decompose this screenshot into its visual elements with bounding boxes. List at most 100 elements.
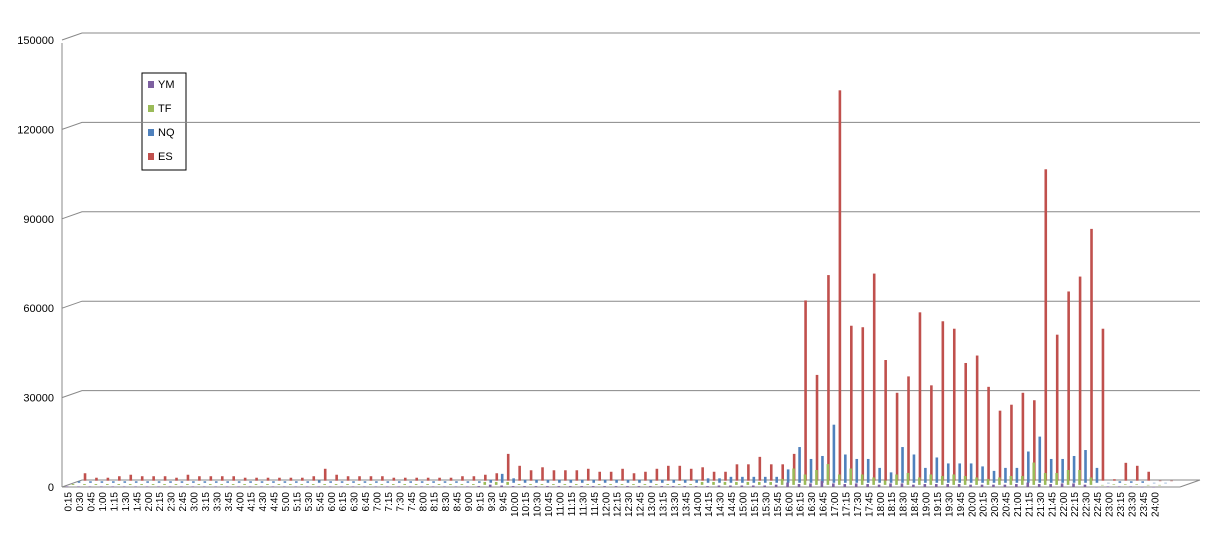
bar (992, 470, 996, 483)
x-tick-label: 18:00 (876, 492, 887, 517)
bar (157, 481, 161, 483)
bar (225, 486, 229, 487)
bar (312, 476, 316, 481)
bar (1072, 483, 1075, 487)
grid-line (61, 32, 1200, 41)
bar (832, 483, 835, 487)
bar (534, 486, 538, 487)
bar (677, 484, 681, 485)
bar (1113, 479, 1116, 481)
y-tick-label: 30000 (23, 393, 54, 405)
bar (420, 486, 423, 487)
bar (803, 474, 807, 485)
bar (804, 300, 807, 481)
x-tick-label: 16:00 (784, 492, 795, 517)
bar (609, 484, 612, 485)
bar (763, 485, 767, 487)
grid-line (61, 300, 1200, 309)
bar (952, 328, 956, 481)
bar (729, 485, 732, 487)
x-tick-label: 5:45 (315, 492, 326, 512)
x-tick-label: 17:15 (841, 492, 852, 517)
bar (209, 476, 213, 481)
bar (963, 475, 967, 485)
bar (140, 476, 144, 481)
x-tick-label: 11:30 (578, 492, 589, 517)
bar (735, 464, 739, 481)
legend-label: TF (158, 103, 172, 115)
x-tick-label: 10:15 (521, 492, 532, 517)
bar (883, 480, 887, 485)
bar (1146, 484, 1150, 486)
bar (226, 481, 230, 483)
bar (472, 484, 475, 485)
bar (740, 485, 744, 487)
bar (1015, 467, 1019, 483)
legend-swatch (148, 105, 154, 112)
bar (1021, 475, 1024, 485)
x-tick-label: 8:00 (418, 492, 429, 512)
bar (437, 484, 441, 485)
bar (895, 474, 898, 485)
bar (969, 484, 972, 487)
x-tick-label: 20:45 (1002, 492, 1013, 517)
bar (140, 484, 143, 485)
bar (792, 468, 795, 485)
bar (1158, 480, 1162, 482)
bar (957, 484, 961, 487)
bar (243, 477, 247, 481)
bar (1147, 471, 1151, 481)
legend: YM TF NQ ES (141, 72, 187, 171)
bar (174, 484, 178, 485)
bar (946, 484, 950, 487)
bar (735, 481, 738, 485)
grid-line (61, 121, 1200, 130)
bar (981, 466, 984, 483)
y-tick-label: 120000 (17, 124, 54, 136)
bar (151, 484, 155, 485)
bar (260, 481, 264, 483)
x-tick-label: 8:30 (441, 492, 452, 512)
bar (363, 481, 367, 483)
bar (500, 485, 503, 487)
bar (661, 479, 664, 483)
bar (1067, 291, 1070, 481)
bar (198, 476, 201, 481)
x-tick-label: 17:45 (864, 492, 875, 517)
bar (838, 90, 842, 481)
x-tick-label: 13:45 (681, 492, 692, 517)
bar (443, 486, 446, 487)
bar (65, 486, 69, 487)
x-tick-label: 4:30 (258, 492, 269, 512)
bar (815, 374, 819, 481)
bar (694, 486, 698, 487)
bar (414, 484, 418, 485)
bar (1106, 486, 1110, 487)
bar (380, 484, 384, 485)
bar (878, 467, 881, 483)
bar (535, 479, 538, 483)
bar (1089, 477, 1093, 485)
x-tick-label: 20:30 (990, 492, 1001, 517)
bar (248, 486, 252, 487)
grid-line (61, 211, 1200, 220)
bar (820, 481, 824, 487)
bar (403, 477, 407, 481)
bar (667, 465, 670, 481)
bar (729, 476, 733, 483)
bar (1009, 475, 1013, 485)
bar (489, 479, 493, 483)
bar (432, 481, 435, 483)
bar (763, 476, 767, 483)
bar (1055, 334, 1059, 481)
bar (1152, 482, 1156, 484)
x-tick-label: 20:00 (967, 492, 978, 517)
bar (649, 486, 652, 487)
x-tick-label: 2:30 (167, 492, 178, 512)
x-tick-label: 23:30 (1127, 492, 1138, 517)
bar (83, 473, 87, 481)
bar (706, 486, 709, 487)
x-tick-label: 4:00 (235, 492, 246, 512)
bar (597, 484, 601, 485)
bar (992, 484, 995, 487)
